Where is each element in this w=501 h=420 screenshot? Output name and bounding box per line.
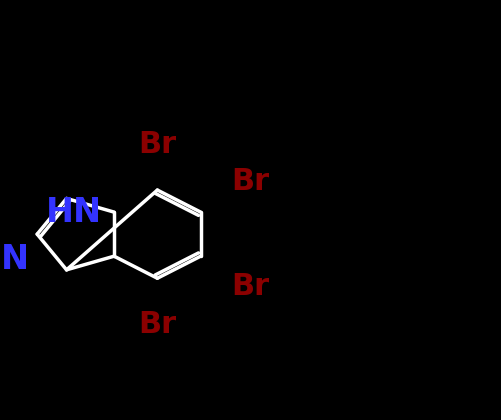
Text: Br: Br: [231, 167, 269, 197]
Text: Br: Br: [138, 129, 176, 159]
Text: HN: HN: [46, 196, 102, 228]
Text: Br: Br: [231, 272, 269, 301]
Text: N: N: [1, 243, 29, 276]
Text: Br: Br: [138, 310, 176, 339]
